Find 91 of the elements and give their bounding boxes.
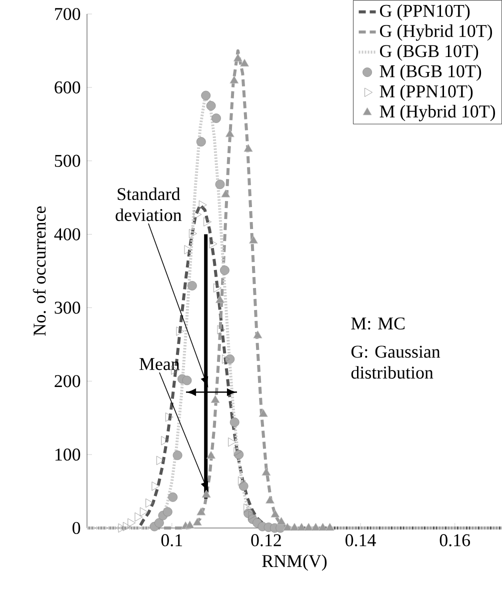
point — [248, 510, 256, 520]
point — [140, 507, 148, 516]
point — [172, 450, 182, 460]
point — [209, 239, 218, 248]
point — [253, 330, 262, 338]
point — [230, 76, 239, 84]
x-tick-label: 0.14 — [346, 534, 376, 546]
point — [262, 468, 271, 476]
legend-label: G (PPN10T) — [380, 4, 470, 21]
point — [202, 490, 211, 498]
y-tick-label: 200 — [54, 375, 80, 388]
point — [225, 129, 234, 138]
point — [282, 522, 292, 531]
annotation: M: MC — [351, 317, 405, 330]
point — [225, 354, 235, 364]
point — [265, 496, 275, 504]
point — [194, 210, 202, 219]
point — [196, 507, 206, 516]
point — [185, 520, 194, 528]
y-tick-label: 100 — [56, 448, 80, 461]
point — [165, 412, 174, 422]
legend-label: M (BGB 10T) — [380, 64, 482, 81]
point — [248, 236, 258, 244]
point — [244, 504, 252, 513]
point — [162, 507, 172, 517]
annotation: Mean — [140, 358, 180, 370]
point — [152, 482, 160, 491]
point — [182, 376, 192, 386]
point — [122, 522, 131, 532]
y-tick-label: 400 — [54, 228, 80, 240]
point — [238, 481, 248, 491]
y-tick-label: 600 — [54, 81, 80, 94]
legend-label: G (BGB 10T) — [380, 44, 478, 61]
legend-label: G (Hybrid 10T) — [380, 24, 492, 41]
legend-label: M (PPN10T) — [380, 84, 473, 102]
y-tick-label: 500 — [54, 154, 80, 167]
point — [214, 283, 222, 292]
y-tick-label: 0 — [72, 522, 80, 534]
point — [201, 90, 211, 100]
point — [210, 395, 220, 403]
point — [196, 137, 206, 146]
point — [318, 522, 328, 531]
point — [311, 522, 320, 531]
point — [156, 456, 164, 465]
point — [192, 518, 202, 526]
x-tick-label: 0.16 — [440, 534, 470, 546]
point — [118, 523, 126, 533]
x-tick-label: 0.12 — [251, 534, 281, 546]
x-axis-title: RNM(V) — [262, 554, 327, 571]
point — [230, 418, 240, 427]
point — [234, 447, 242, 456]
point — [276, 516, 286, 525]
point — [258, 408, 268, 417]
y-tick-label: 300 — [54, 302, 80, 314]
point — [215, 180, 225, 190]
point — [212, 114, 221, 123]
annotation: Standard deviation — [116, 188, 182, 222]
point — [325, 522, 334, 531]
annotation: G: Gaussian distribution — [351, 346, 440, 379]
point — [297, 522, 306, 531]
y-tick-label: 700 — [55, 8, 80, 20]
point — [187, 280, 197, 290]
point — [233, 54, 242, 62]
x-tick-label: 0.1 — [161, 534, 182, 546]
point — [270, 510, 280, 518]
point — [184, 245, 192, 254]
point — [240, 58, 250, 67]
point — [238, 476, 246, 486]
y-axis-title: No. of occurrence — [32, 206, 46, 336]
legend-label: M (Hybrid 10T) — [380, 104, 496, 122]
point — [146, 498, 154, 508]
point — [228, 438, 236, 447]
point — [290, 522, 300, 531]
point — [221, 189, 230, 198]
point — [128, 518, 136, 528]
point — [222, 354, 230, 364]
point — [206, 450, 216, 459]
point — [220, 266, 230, 275]
point — [217, 325, 226, 334]
point — [304, 522, 314, 531]
point — [134, 512, 143, 522]
point — [244, 144, 253, 152]
point — [176, 326, 184, 336]
point — [204, 217, 212, 226]
point — [154, 518, 164, 528]
point — [161, 436, 170, 446]
point — [206, 101, 216, 110]
point — [215, 295, 225, 304]
point — [198, 200, 207, 210]
point — [168, 492, 178, 502]
point — [188, 229, 197, 238]
